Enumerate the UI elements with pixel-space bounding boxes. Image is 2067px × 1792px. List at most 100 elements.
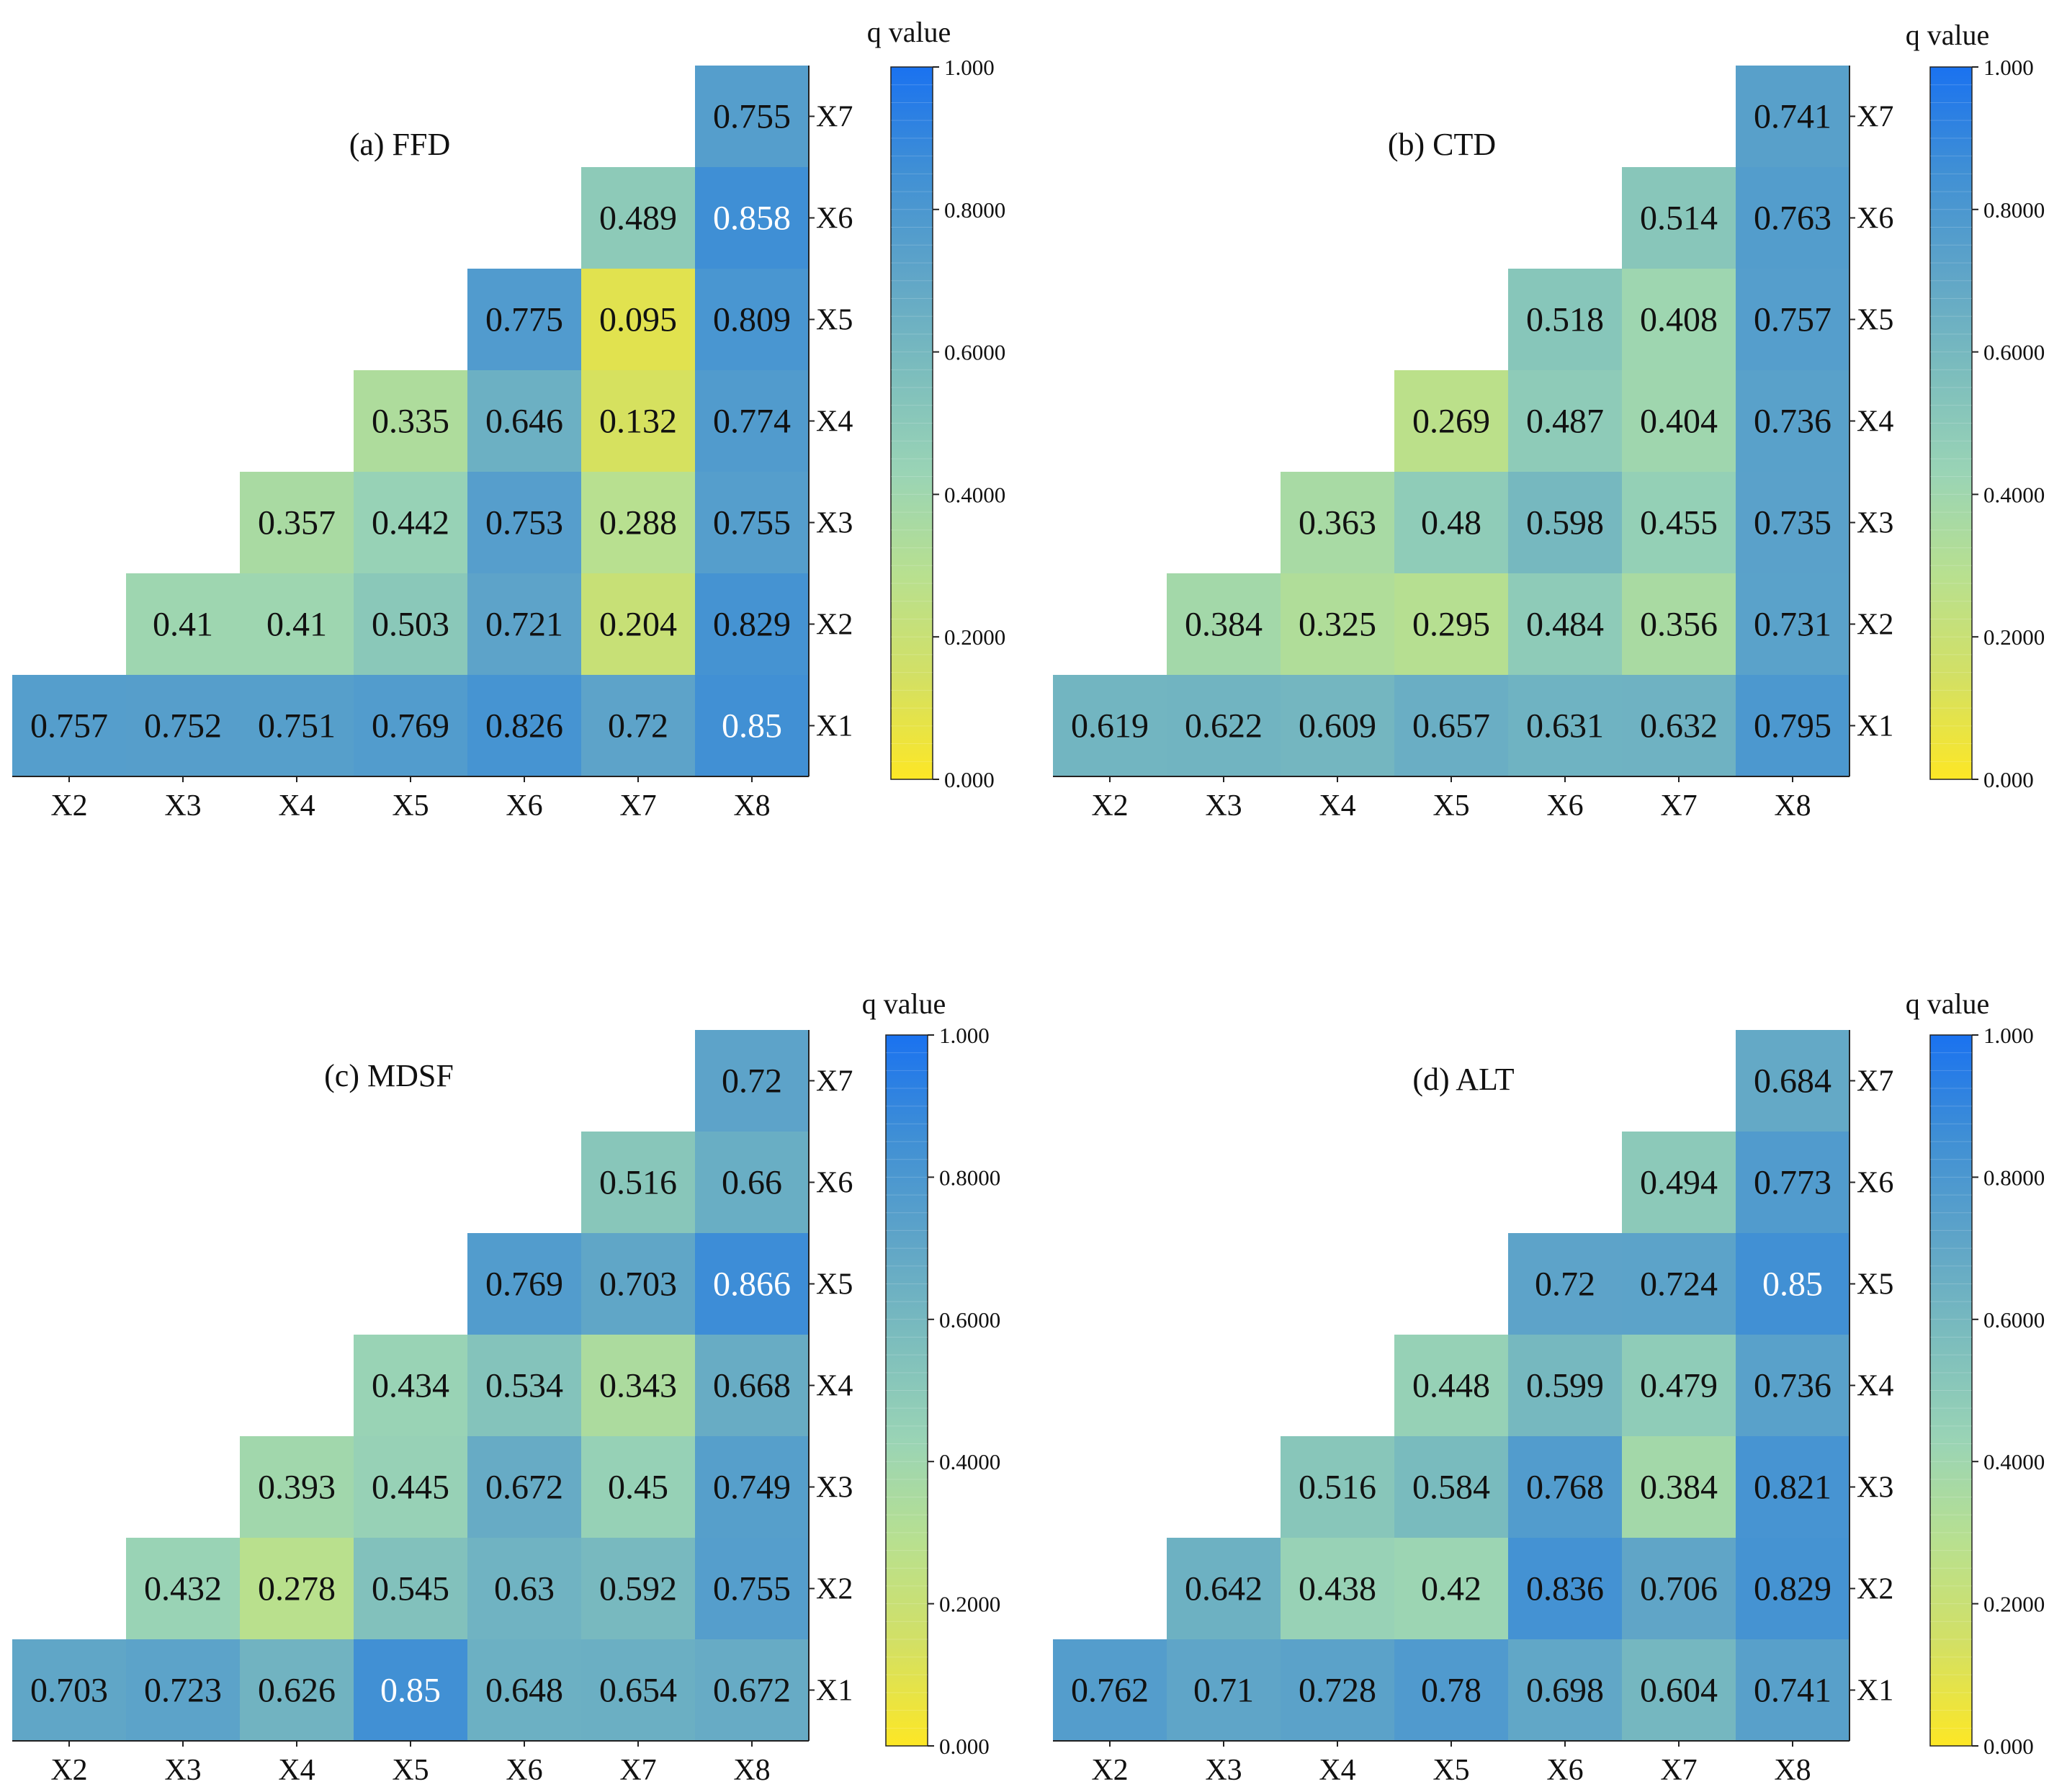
cell-value-label: 0.484	[1526, 606, 1604, 644]
colorbar-tick-label: 0.4000	[1983, 482, 2045, 507]
cell-value-label: 0.721	[485, 606, 563, 644]
cell-value-label: 0.269	[1412, 403, 1490, 441]
y-tick-label: X7	[1857, 1065, 1893, 1098]
y-tick-label: X5	[816, 304, 853, 337]
colorbar-tick-label: 0.6000	[1983, 340, 2045, 365]
heatmap-cell	[581, 167, 696, 269]
y-tick-label: X2	[816, 1573, 853, 1606]
y-tick-label: X6	[1857, 1167, 1893, 1200]
cell-value-label: 0.335	[372, 403, 449, 441]
heatmap-cell	[1622, 269, 1736, 371]
colorbar-tick-label: 0.4000	[1983, 1449, 2045, 1474]
cell-value-label: 0.826	[485, 707, 563, 745]
heatmap-cell	[1167, 1538, 1281, 1640]
heatmap-cell	[1622, 1538, 1736, 1640]
heatmap-cell	[354, 675, 468, 777]
heatmap-cell	[1736, 370, 1850, 472]
heatmap-cell	[1622, 573, 1736, 676]
cell-value-label: 0.85	[722, 707, 782, 745]
y-tick-label: X3	[816, 507, 853, 540]
y-tick-label: X5	[1857, 1268, 1893, 1302]
cell-value-label: 0.518	[1526, 301, 1604, 339]
colorbar-tick-label: 0.2000	[944, 624, 1005, 650]
cell-value-label: 0.698	[1526, 1672, 1604, 1710]
cell-value-label: 0.295	[1412, 606, 1490, 644]
cell-value-label: 0.487	[1526, 403, 1604, 441]
cell-value-label: 0.434	[372, 1367, 449, 1405]
heatmap-cell	[1281, 675, 1395, 777]
cell-value-label: 0.735	[1754, 504, 1831, 542]
heatmap-cell	[467, 675, 582, 777]
heatmap-cell	[1281, 1538, 1395, 1640]
cell-value-label: 0.445	[372, 1469, 449, 1507]
cell-value-label: 0.769	[372, 707, 449, 745]
cell-value-label: 0.703	[30, 1672, 108, 1710]
cell-value-label: 0.72	[1535, 1265, 1595, 1304]
cell-value-label: 0.795	[1754, 707, 1831, 745]
heatmap-cell	[1167, 675, 1281, 777]
y-tick-label: X5	[816, 1268, 853, 1302]
heatmap-cell	[581, 269, 696, 371]
y-tick-label: X3	[1857, 1471, 1893, 1505]
heatmap-cell	[1508, 675, 1623, 777]
heatmap-cell	[467, 1436, 582, 1538]
heatmap-cell	[1167, 1639, 1281, 1742]
colorbar-tick-label: 0.000	[939, 1734, 990, 1759]
cell-value-label: 0.41	[153, 606, 213, 644]
x-tick-label: X8	[733, 1754, 770, 1787]
heatmap-cell	[354, 1436, 468, 1538]
cell-value-label: 0.479	[1640, 1367, 1718, 1405]
colorbar	[885, 1034, 928, 1747]
heatmap-cell	[1736, 1538, 1850, 1640]
colorbar-tick-label: 0.4000	[944, 482, 1005, 507]
cell-value-label: 0.706	[1640, 1570, 1718, 1608]
heatmap-cell	[695, 1132, 810, 1234]
colorbar-tick-label: 0.000	[1983, 767, 2034, 792]
heatmap-cell	[1508, 1639, 1623, 1742]
colorbar-title: q value	[1906, 19, 1990, 51]
cell-value-label: 0.672	[485, 1469, 563, 1507]
heatmap-cell	[695, 269, 810, 371]
cell-value-label: 0.71	[1193, 1672, 1254, 1710]
heatmap-cell	[1281, 472, 1395, 574]
heatmap-cell	[1281, 1639, 1395, 1742]
cell-value-label: 0.632	[1640, 707, 1718, 745]
colorbar-title: q value	[862, 987, 946, 1020]
heatmap-cell	[1508, 1538, 1623, 1640]
cell-value-label: 0.753	[485, 504, 563, 542]
x-tick-label: X4	[278, 1754, 315, 1787]
cell-value-label: 0.626	[258, 1672, 336, 1710]
cell-value-label: 0.773	[1754, 1164, 1831, 1202]
cell-value-label: 0.393	[258, 1469, 336, 1507]
heatmap-cell	[581, 573, 696, 676]
cell-value-label: 0.741	[1754, 98, 1831, 136]
heatmap-cell	[1508, 1436, 1623, 1538]
heatmap-cell	[467, 1538, 582, 1640]
heatmap-cell	[1622, 675, 1736, 777]
cell-value-label: 0.809	[713, 301, 791, 339]
x-tick-label: X6	[1546, 1754, 1583, 1787]
heatmap-cell	[695, 1436, 810, 1538]
heatmap-cell	[695, 66, 810, 168]
heatmap-cell	[240, 1538, 354, 1640]
heatmap-cell	[1736, 675, 1850, 777]
cell-value-label: 0.646	[485, 403, 563, 441]
cell-value-label: 0.829	[1754, 1570, 1831, 1608]
y-tick-label: X1	[1857, 1675, 1893, 1708]
heatmap-cell	[467, 269, 582, 371]
cell-value-label: 0.48	[1421, 504, 1481, 542]
cell-value-label: 0.769	[485, 1265, 563, 1304]
cell-value-label: 0.448	[1412, 1367, 1490, 1405]
heatmap-cell	[1736, 167, 1850, 269]
heatmap-cell	[354, 472, 468, 574]
heatmap-cell	[1508, 472, 1623, 574]
cell-value-label: 0.836	[1526, 1570, 1604, 1608]
cell-value-label: 0.604	[1640, 1672, 1718, 1710]
y-tick-label: X5	[1857, 304, 1893, 337]
heatmap-cell	[240, 472, 354, 574]
colorbar-tick-label: 0.6000	[1983, 1307, 2045, 1332]
colorbar-tick-label: 1.000	[944, 55, 995, 80]
cell-value-label: 0.357	[258, 504, 336, 542]
colorbar-tick-label: 0.000	[944, 767, 995, 792]
cell-value-label: 0.42	[1421, 1570, 1481, 1608]
